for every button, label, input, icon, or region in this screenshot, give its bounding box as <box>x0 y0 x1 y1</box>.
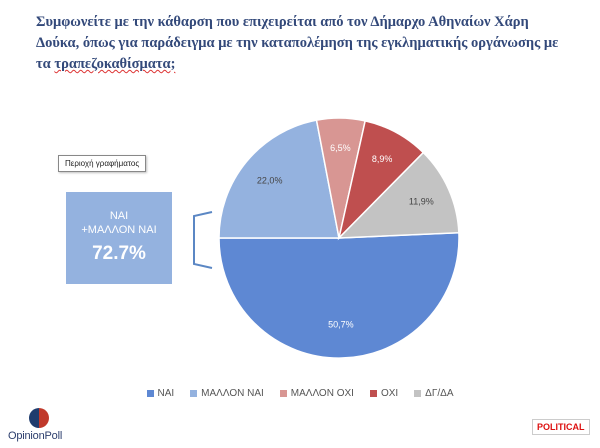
chart-legend: ΝΑΙ ΜΑΛΛΟΝ ΝΑΙ ΜΑΛΛΟΝ ΟΧΙ ΟΧΙ ΔΓ/ΔΑ <box>0 388 600 399</box>
legend-swatch-1 <box>190 390 198 397</box>
logo-mark-icon <box>29 408 49 428</box>
legend-label-3: ΟΧΙ <box>380 388 399 399</box>
legend-label-1: ΜΑΛΛΟΝ ΝΑΙ <box>201 388 264 399</box>
pie-label-2: 6,5% <box>330 143 351 153</box>
chart-area-tooltip: Περιοχή γραφήματος <box>58 155 147 172</box>
chart-title: Συμφωνείτε με την κάθαρση που επιχειρείτ… <box>36 12 566 75</box>
legend-item-0: ΝΑΙ <box>146 388 175 399</box>
pie-slice-1 <box>218 119 340 239</box>
title-line-3-plain: τα <box>36 56 55 72</box>
callout-line-2: +ΜΑΛΛΟΝ ΝΑΙ <box>81 224 157 236</box>
legend-swatch-3 <box>369 390 377 397</box>
title-line-2: Δούκα, όπως για παράδειγμα με την καταπο… <box>36 35 559 51</box>
legend-label-0: ΝΑΙ <box>157 388 175 399</box>
pie-slice-4 <box>337 151 460 239</box>
legend-item-4: ΔΓ/ΔΑ <box>414 388 454 399</box>
legend-item-2: ΜΑΛΛΟΝ ΟΧΙ <box>279 388 354 399</box>
legend-swatch-4 <box>414 390 422 397</box>
legend-item-1: ΜΑΛΛΟΝ ΝΑΙ <box>190 388 264 399</box>
pie-label-0: 50,7% <box>328 319 354 329</box>
logo-text: OpinionPoll <box>8 430 63 442</box>
callout-bracket <box>193 211 213 269</box>
legend-swatch-0 <box>146 390 154 397</box>
pie-label-4: 11,9% <box>409 197 434 207</box>
combined-yes-callout: ΝΑΙ +ΜΑΛΛΟΝ ΝΑΙ 72.7% <box>66 192 172 284</box>
political-badge: POLITICAL <box>532 419 590 435</box>
pie-label-1: 22,0% <box>257 176 283 186</box>
legend-swatch-2 <box>279 390 287 397</box>
title-line-3: τα τραπεζοκαθίσματα; <box>36 54 566 75</box>
callout-line-1: ΝΑΙ <box>109 210 129 222</box>
title-line-1: Συμφωνείτε με την κάθαρση που επιχειρείτ… <box>36 14 529 30</box>
legend-label-2: ΜΑΛΛΟΝ ΟΧΙ <box>290 388 354 399</box>
legend-item-3: ΟΧΙ <box>369 388 399 399</box>
title-line-3-marked: τραπεζοκαθίσματα; <box>54 56 176 72</box>
pie-label-3: 8,9% <box>372 154 393 164</box>
opinionpoll-logo: OpinionPoll <box>8 408 98 448</box>
callout-value: 72.7% <box>92 243 146 264</box>
legend-label-4: ΔΓ/ΔΑ <box>425 388 454 399</box>
pie-slice-0 <box>218 231 460 359</box>
